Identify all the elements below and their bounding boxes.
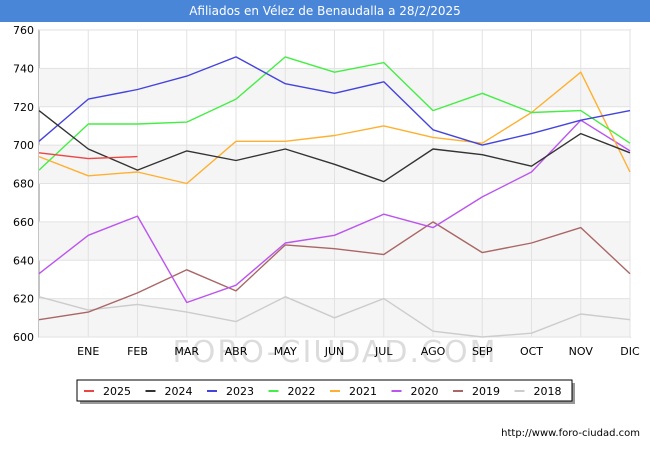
y-tick-label: 700 (13, 139, 34, 152)
series-lines (38, 56, 631, 338)
series-line-2018 (38, 296, 631, 338)
x-tick-label: ENE (77, 345, 99, 358)
legend-label-2024: 2024 (165, 385, 193, 398)
y-tick-label: 680 (13, 178, 34, 191)
legend: 2025 2024 2023 2022 2021 2020 2019 2018 (76, 379, 575, 404)
x-tick-label: AGO (421, 345, 446, 358)
y-tick-label: 740 (13, 62, 34, 75)
series-line-2020 (38, 119, 631, 304)
legend-label-2022: 2022 (288, 385, 316, 398)
x-tick-label: FEB (127, 345, 148, 358)
x-tick-label: MAY (274, 345, 297, 358)
legend-box (76, 379, 573, 402)
legend-label-2020: 2020 (411, 385, 439, 398)
y-tick-label: 660 (13, 216, 34, 229)
title-bar: Afiliados en Vélez de Benaudalla a 28/2/… (0, 0, 650, 22)
watermark: FORO-CIUDAD.COM (173, 335, 498, 370)
x-tick-label: NOV (569, 345, 594, 358)
y-tick-label: 620 (13, 293, 34, 306)
x-tick-label: DIC (620, 345, 640, 358)
series-line-2024 (38, 110, 631, 183)
chart-title: Afiliados en Vélez de Benaudalla a 28/2/… (189, 4, 461, 18)
y-tick-label: 600 (13, 331, 34, 344)
legend-label-2023: 2023 (226, 385, 254, 398)
x-tick-label: JUL (374, 345, 393, 358)
x-tick-label: JUN (324, 345, 345, 358)
x-tick-label: SEP (472, 345, 493, 358)
series-line-2023 (38, 56, 631, 146)
y-tick-label: 720 (13, 101, 34, 114)
source-link[interactable]: http://www.foro-ciudad.com (501, 428, 640, 439)
x-axis-ticks: ENE FEB MAR ABR MAY JUN JUL AGO SEP OCT NOV DIC (77, 345, 640, 358)
x-tick-label: MAR (174, 345, 199, 358)
legend-label-2019: 2019 (472, 385, 500, 398)
legend-items: 2025 2024 2023 2022 2021 2020 2019 2018 (84, 385, 562, 398)
gridlines (39, 29, 631, 338)
y-tick-label: 760 (13, 24, 34, 37)
series-line-2019 (38, 221, 631, 321)
legend-label-2025: 2025 (103, 385, 131, 398)
legend-label-2018: 2018 (534, 385, 562, 398)
y-axis-ticks: 600 620 640 660 680 700 720 740 760 (13, 24, 34, 344)
series-line-2025 (38, 152, 138, 160)
legend-label-2021: 2021 (349, 385, 377, 398)
x-tick-label: ABR (225, 345, 248, 358)
y-tick-label: 640 (13, 254, 34, 267)
x-tick-label: OCT (520, 345, 543, 358)
series-line-2022 (38, 56, 631, 171)
